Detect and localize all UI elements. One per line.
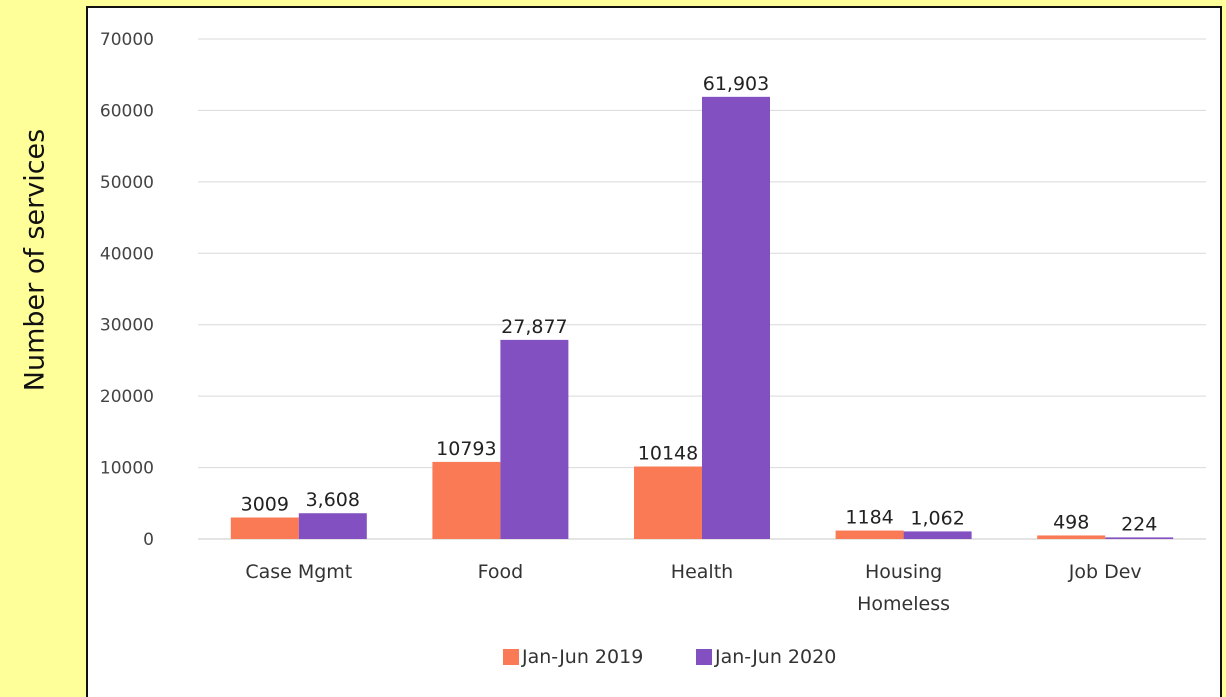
bar-chart: 0 10000 20000 30000 40000 50000 60000 70000 3009… [100, 30, 1206, 668]
y-tick-label: 70000 [100, 30, 154, 50]
data-label: 498 [1053, 511, 1089, 533]
x-tick-label: Job Dev [1068, 561, 1142, 583]
x-tick-label: Housing [865, 561, 942, 583]
data-label: 61,903 [703, 73, 769, 95]
x-tick-label: Health [671, 561, 733, 583]
data-label: 3,608 [306, 489, 360, 511]
legend-swatch [503, 649, 519, 665]
bar-series1 [835, 530, 904, 539]
x-tick-label: Case Mgmt [245, 561, 352, 583]
bar-series2 [903, 531, 972, 539]
bar-series2 [1105, 537, 1174, 539]
chart-panel: 0 10000 20000 30000 40000 50000 60000 70000 3009… [86, 6, 1222, 697]
y-tick-label: 20000 [100, 387, 154, 407]
data-label: 1,062 [910, 507, 964, 529]
legend-swatch [696, 649, 712, 665]
legend-label: Jan-Jun 2020 [714, 646, 836, 668]
y-tick-label: 60000 [100, 101, 154, 121]
data-label: 27,877 [501, 316, 567, 338]
y-tick-label: 10000 [100, 459, 154, 479]
x-tick-label: Food [478, 561, 524, 583]
bar-series1 [634, 466, 702, 539]
bar-series1 [432, 461, 501, 539]
data-label: 224 [1121, 513, 1157, 535]
bar-series1 [230, 517, 299, 539]
y-tick-label: 0 [143, 530, 154, 550]
y-tick-label: 30000 [100, 316, 154, 336]
data-label: 10148 [638, 443, 698, 465]
bar-series2 [702, 96, 770, 539]
bar-series2 [500, 339, 569, 539]
data-label: 3009 [241, 494, 289, 516]
legend-label: Jan-Jun 2019 [521, 646, 643, 668]
y-axis-title-area: Number of services [0, 0, 80, 697]
y-axis-title: Number of services [19, 128, 51, 392]
data-label: 1184 [845, 507, 893, 529]
x-tick-label: Homeless [857, 593, 950, 615]
y-tick-label: 40000 [100, 244, 154, 264]
data-label: 10793 [436, 438, 496, 460]
y-tick-label: 50000 [100, 173, 154, 193]
bar-series1 [1037, 535, 1106, 539]
bar-series2 [298, 513, 367, 539]
